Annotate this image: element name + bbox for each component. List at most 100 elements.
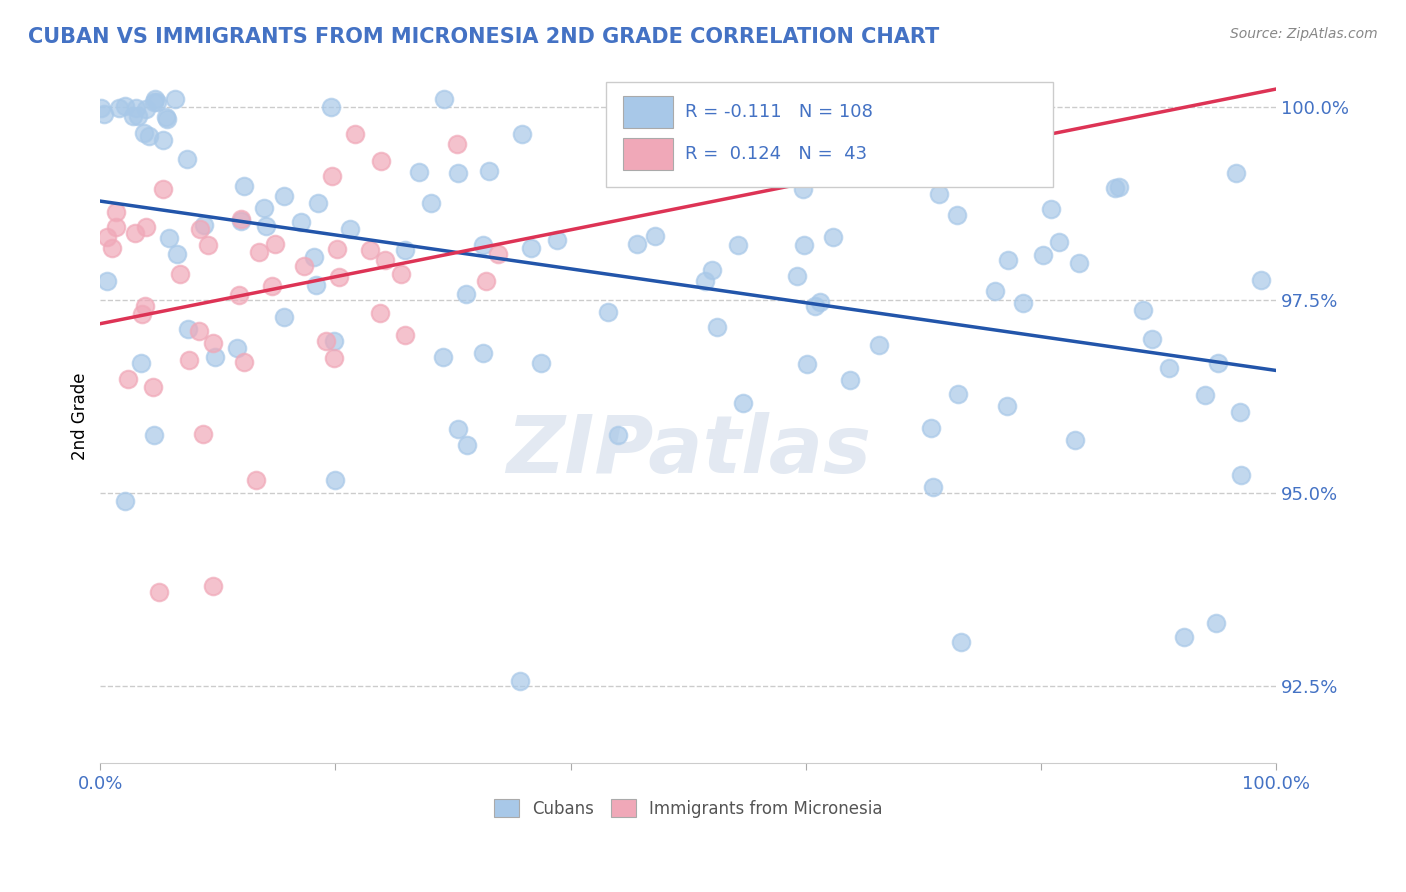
- Point: [478, 164, 501, 178]
- Point: [626, 237, 648, 252]
- Point: [1206, 356, 1229, 370]
- Point: [176, 153, 198, 167]
- Point: [1132, 302, 1154, 317]
- Point: [793, 238, 815, 252]
- Legend: Cubans, Immigrants from Micronesia: Cubans, Immigrants from Micronesia: [486, 793, 889, 824]
- Point: [1012, 296, 1035, 310]
- Point: [157, 231, 180, 245]
- Point: [598, 305, 620, 319]
- Point: [131, 307, 153, 321]
- Point: [155, 110, 177, 124]
- Point: [946, 208, 969, 222]
- Point: [1159, 360, 1181, 375]
- FancyBboxPatch shape: [606, 82, 1053, 186]
- Point: [232, 355, 254, 369]
- Point: [143, 92, 166, 106]
- Point: [262, 278, 284, 293]
- Point: [129, 356, 152, 370]
- Point: [359, 243, 381, 257]
- Point: [792, 182, 814, 196]
- Point: [394, 244, 416, 258]
- Point: [323, 474, 346, 488]
- Point: [893, 119, 915, 133]
- Point: [273, 310, 295, 324]
- Text: ZIPatlas: ZIPatlas: [506, 411, 870, 490]
- Text: CUBAN VS IMMIGRANTS FROM MICRONESIA 2ND GRADE CORRELATION CHART: CUBAN VS IMMIGRANTS FROM MICRONESIA 2ND …: [28, 27, 939, 46]
- Point: [921, 480, 943, 494]
- Point: [165, 92, 187, 106]
- Point: [823, 229, 845, 244]
- Point: [920, 420, 942, 434]
- Point: [488, 247, 510, 261]
- Point: [326, 242, 349, 256]
- Point: [509, 673, 531, 688]
- Text: R =  0.124   N =  43: R = 0.124 N = 43: [685, 145, 866, 163]
- Text: Source: ZipAtlas.com: Source: ZipAtlas.com: [1230, 27, 1378, 41]
- Point: [1173, 630, 1195, 644]
- Point: [1229, 468, 1251, 483]
- FancyBboxPatch shape: [623, 138, 673, 170]
- Point: [305, 277, 328, 292]
- Y-axis label: 2nd Grade: 2nd Grade: [72, 372, 89, 459]
- Point: [307, 195, 329, 210]
- Point: [193, 218, 215, 232]
- Point: [1039, 202, 1062, 216]
- Point: [321, 169, 343, 184]
- Point: [370, 153, 392, 168]
- Point: [114, 494, 136, 508]
- Point: [1047, 235, 1070, 249]
- Point: [510, 127, 533, 141]
- Point: [454, 286, 477, 301]
- Point: [693, 274, 716, 288]
- Point: [368, 306, 391, 320]
- Point: [796, 358, 818, 372]
- Point: [1229, 405, 1251, 419]
- Point: [339, 222, 361, 236]
- Point: [188, 222, 211, 236]
- Point: [394, 328, 416, 343]
- Point: [408, 165, 430, 179]
- Point: [706, 320, 728, 334]
- Point: [107, 101, 129, 115]
- Text: R = -0.111   N = 108: R = -0.111 N = 108: [685, 103, 873, 121]
- Point: [471, 237, 494, 252]
- Point: [290, 214, 312, 228]
- Point: [93, 107, 115, 121]
- Point: [671, 92, 693, 106]
- Point: [142, 428, 165, 442]
- Point: [156, 112, 179, 127]
- Point: [323, 351, 346, 365]
- Point: [1142, 332, 1164, 346]
- Point: [197, 238, 219, 252]
- Point: [146, 95, 169, 109]
- Point: [201, 580, 224, 594]
- Point: [124, 226, 146, 240]
- Point: [323, 334, 346, 348]
- Point: [202, 336, 225, 351]
- Point: [983, 285, 1005, 299]
- Point: [254, 219, 277, 233]
- Point: [177, 322, 200, 336]
- Point: [389, 268, 412, 282]
- Point: [808, 295, 831, 310]
- Point: [101, 241, 124, 255]
- Point: [447, 422, 470, 436]
- Point: [114, 98, 136, 112]
- Point: [225, 341, 247, 355]
- Point: [1250, 273, 1272, 287]
- Point: [838, 373, 860, 387]
- Point: [474, 274, 496, 288]
- Point: [786, 268, 808, 283]
- Point: [187, 324, 209, 338]
- Point: [96, 274, 118, 288]
- Point: [731, 396, 754, 410]
- Point: [142, 380, 165, 394]
- Point: [606, 428, 628, 442]
- Point: [419, 196, 441, 211]
- Point: [471, 346, 494, 360]
- Point: [134, 299, 156, 313]
- Point: [135, 220, 157, 235]
- Point: [946, 387, 969, 401]
- Point: [273, 189, 295, 203]
- Point: [644, 228, 666, 243]
